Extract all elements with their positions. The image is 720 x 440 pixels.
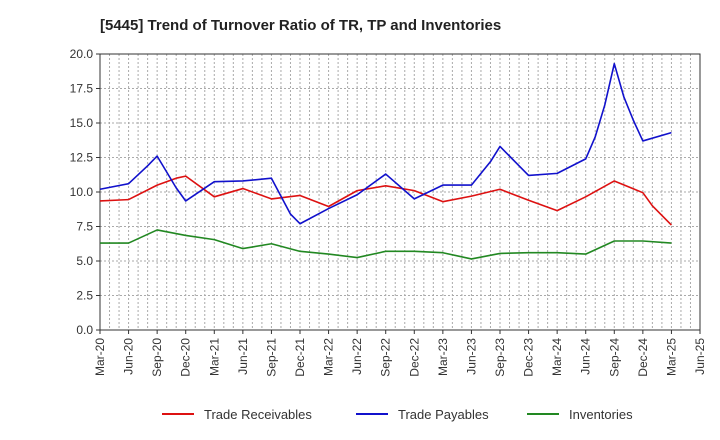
chart-title: [5445] Trend of Turnover Ratio of TR, TP… (100, 17, 501, 34)
x-tick-label: Jun-21 (236, 338, 250, 375)
legend-label: Trade Payables (398, 407, 489, 422)
x-tick-label: Jun-24 (579, 338, 593, 375)
legend-label: Trade Receivables (204, 407, 312, 422)
x-tick-label: Mar-21 (207, 338, 221, 376)
y-tick-label: 12.5 (70, 151, 94, 165)
y-tick-label: 15.0 (70, 116, 94, 130)
x-tick-label: Mar-22 (322, 338, 336, 376)
x-tick-label: Mar-24 (550, 338, 564, 376)
x-tick-label: Mar-23 (436, 338, 450, 376)
series-lines (99, 62, 672, 260)
x-tick-label: Dec-23 (522, 338, 536, 377)
y-tick-label: 17.5 (70, 82, 94, 96)
x-tick-label: Dec-21 (293, 338, 307, 377)
y-tick-label: 2.5 (76, 289, 93, 303)
x-axis-ticks: Mar-20 Jun-20 Sep-20 Dec-20 Mar-21 Jun-21 Sep-… (93, 330, 707, 377)
legend-label: Inventories (569, 407, 633, 422)
grid-lines (99, 53, 701, 331)
series-line-2 (100, 229, 672, 260)
x-tick-label: Sep-24 (607, 338, 621, 377)
x-tick-label: Dec-24 (636, 338, 650, 377)
legend: Trade Receivables Trade Payables Inventori… (162, 407, 633, 422)
series-line-0 (99, 175, 672, 226)
x-tick-label: Sep-22 (379, 338, 393, 377)
y-tick-label: 5.0 (76, 254, 93, 268)
y-tick-label: 10.0 (70, 185, 94, 199)
x-tick-label: Mar-25 (664, 338, 678, 376)
x-tick-label: Sep-21 (264, 338, 278, 377)
x-tick-label: Jun-22 (350, 338, 364, 375)
x-tick-label: Sep-23 (493, 338, 507, 377)
x-tick-label: Sep-20 (150, 338, 164, 377)
y-axis-ticks: 0.0 2.5 5.0 7.5 10.0 12.5 15.0 17.5 20.0 (70, 47, 100, 337)
x-tick-label: Jun-23 (464, 338, 478, 375)
x-tick-label: Jun-20 (122, 338, 136, 375)
y-tick-label: 20.0 (70, 47, 94, 61)
x-tick-label: Mar-20 (93, 338, 107, 376)
x-tick-label: Dec-22 (407, 338, 421, 377)
y-tick-label: 7.5 (76, 220, 93, 234)
x-tick-label: Jun-25 (693, 338, 707, 375)
x-tick-label: Dec-20 (179, 338, 193, 377)
series-line-1 (99, 62, 672, 225)
y-tick-label: 0.0 (76, 323, 93, 337)
